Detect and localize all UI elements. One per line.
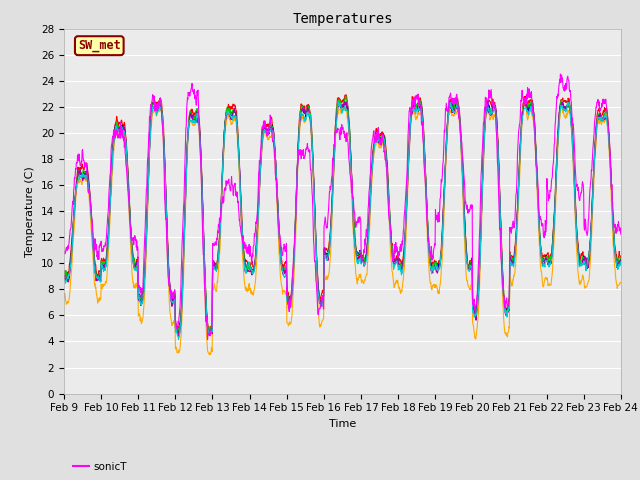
AirT <box>184 134 191 140</box>
NR01_PRT <box>246 286 254 291</box>
AM25T_PRT <box>60 274 68 279</box>
NR01_PRT <box>552 207 559 213</box>
AM25T_PRT <box>502 306 510 312</box>
li75_t <box>552 193 559 199</box>
sonicT <box>184 96 191 102</box>
li77_temp <box>175 336 182 342</box>
Line: sonicT: sonicT <box>64 74 621 339</box>
NR01_PRT <box>617 280 625 286</box>
li77_temp <box>170 299 178 304</box>
li75_t <box>170 297 178 302</box>
AirT <box>502 310 510 315</box>
PanelT <box>60 270 68 276</box>
li77_temp <box>60 277 68 283</box>
AirT <box>342 93 349 99</box>
Title: Temperatures: Temperatures <box>292 12 393 26</box>
li77_temp <box>184 127 192 133</box>
PanelT <box>617 254 625 260</box>
PanelT <box>342 92 350 97</box>
sonicT <box>557 71 564 77</box>
Y-axis label: Temperature (C): Temperature (C) <box>26 166 35 257</box>
AM25T_PRT <box>184 133 191 139</box>
li77_temp <box>246 265 254 271</box>
PanelT <box>184 132 191 137</box>
NR01_PRT <box>522 101 529 107</box>
li75_t <box>429 266 437 272</box>
AirT <box>429 261 437 266</box>
PanelT <box>502 306 510 312</box>
PanelT <box>429 261 437 266</box>
PanelT <box>205 326 213 332</box>
li77_temp <box>617 261 625 266</box>
AM25T_PRT <box>205 330 213 336</box>
AM25T_PRT <box>453 97 461 103</box>
AirT <box>552 188 559 194</box>
li75_t <box>60 271 68 277</box>
Line: AM25T_PRT: AM25T_PRT <box>64 100 621 333</box>
AirT <box>246 265 254 271</box>
sonicT <box>551 123 559 129</box>
AirT <box>60 273 68 279</box>
li77_temp <box>502 309 510 314</box>
li75_t <box>502 312 510 318</box>
li77_temp <box>552 193 559 199</box>
PanelT <box>246 263 254 269</box>
AirT <box>170 293 178 299</box>
li77_temp <box>335 98 342 104</box>
NR01_PRT <box>170 319 178 325</box>
NR01_PRT <box>502 330 509 336</box>
NR01_PRT <box>429 282 437 288</box>
PanelT <box>552 188 559 194</box>
Line: PanelT: PanelT <box>64 95 621 329</box>
li77_temp <box>429 264 437 269</box>
li75_t <box>184 131 192 137</box>
AM25T_PRT <box>617 260 625 265</box>
PanelT <box>170 292 178 298</box>
sonicT <box>429 255 437 261</box>
NR01_PRT <box>60 294 68 300</box>
li75_t <box>246 266 254 272</box>
li75_t <box>174 333 182 338</box>
NR01_PRT <box>184 138 191 144</box>
NR01_PRT <box>205 352 213 358</box>
AM25T_PRT <box>170 292 178 298</box>
sonicT <box>502 298 509 304</box>
sonicT <box>60 248 68 254</box>
li75_t <box>617 258 625 264</box>
sonicT <box>246 250 254 255</box>
Legend: sonicT: sonicT <box>69 457 131 476</box>
AirT <box>617 256 625 262</box>
li75_t <box>341 99 349 105</box>
Line: li75_t: li75_t <box>64 102 621 336</box>
sonicT <box>170 290 178 296</box>
Line: li77_temp: li77_temp <box>64 101 621 339</box>
AM25T_PRT <box>246 264 254 270</box>
X-axis label: Time: Time <box>329 419 356 429</box>
AM25T_PRT <box>552 194 559 200</box>
AM25T_PRT <box>429 264 437 270</box>
Line: AirT: AirT <box>64 96 621 333</box>
Line: NR01_PRT: NR01_PRT <box>64 104 621 355</box>
sonicT <box>204 336 211 342</box>
sonicT <box>617 231 625 237</box>
AirT <box>205 330 213 336</box>
Text: SW_met: SW_met <box>78 39 121 52</box>
